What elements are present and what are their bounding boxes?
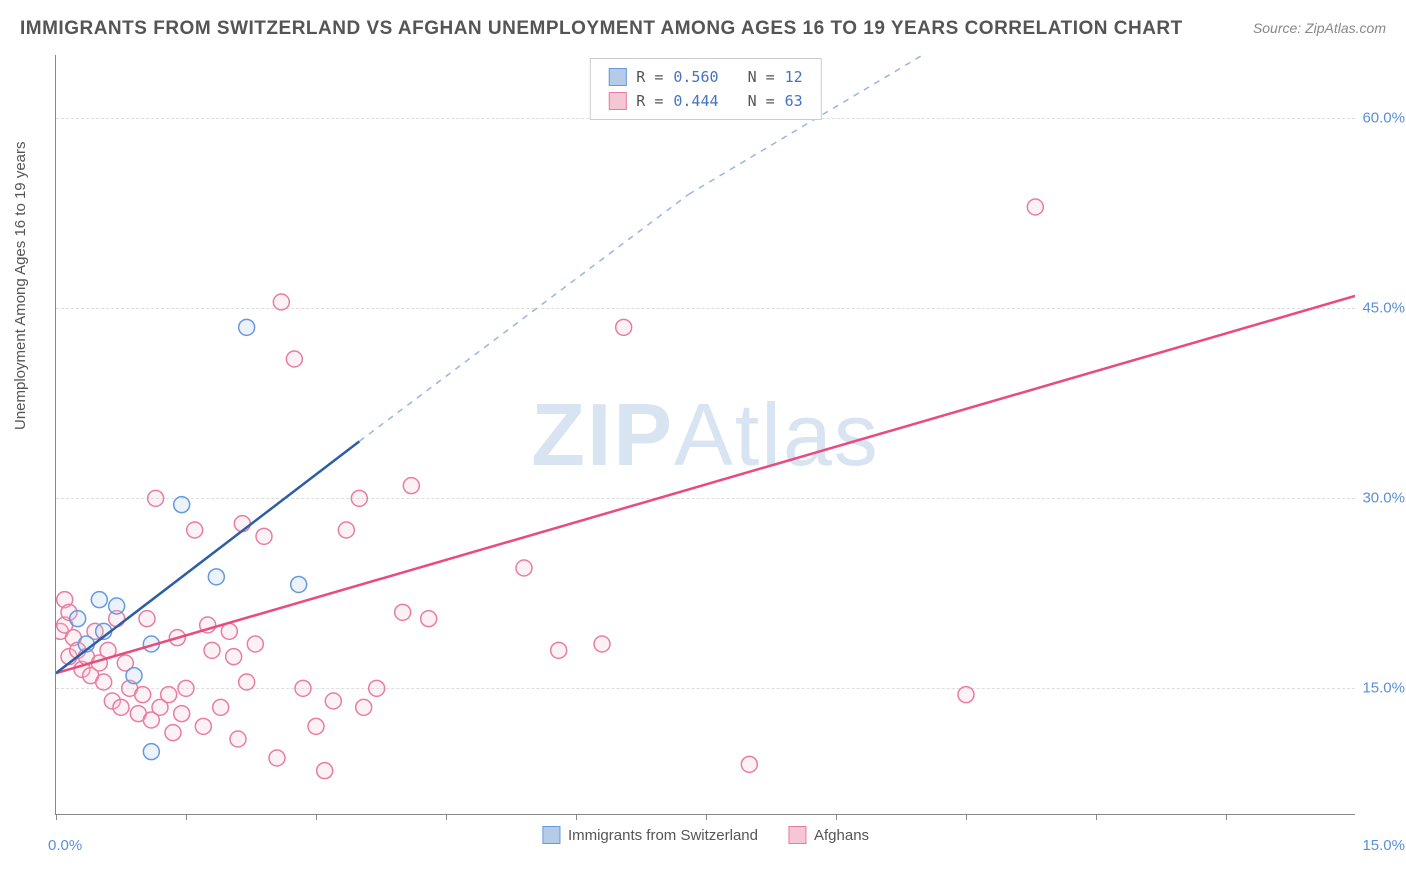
scatter-point bbox=[356, 699, 372, 715]
x-tick bbox=[316, 814, 317, 820]
trend-line-afghans bbox=[56, 296, 1355, 673]
scatter-point bbox=[174, 706, 190, 722]
scatter-point bbox=[395, 604, 411, 620]
stat-label-r: R = bbox=[636, 65, 663, 89]
scatter-point bbox=[421, 611, 437, 627]
scatter-point bbox=[109, 598, 125, 614]
scatter-point bbox=[351, 490, 367, 506]
scatter-point bbox=[139, 611, 155, 627]
scatter-point bbox=[178, 680, 194, 696]
scatter-point bbox=[1027, 199, 1043, 215]
x-tick bbox=[1226, 814, 1227, 820]
legend-item-1: Immigrants from Switzerland bbox=[542, 826, 758, 844]
swatch-series-2 bbox=[608, 92, 626, 110]
legend-swatch-2 bbox=[788, 826, 806, 844]
x-axis-min-label: 0.0% bbox=[48, 837, 82, 854]
x-axis-max-label: 15.0% bbox=[1362, 837, 1405, 854]
x-tick bbox=[576, 814, 577, 820]
scatter-point bbox=[187, 522, 203, 538]
scatter-point bbox=[70, 611, 86, 627]
scatter-point bbox=[247, 636, 263, 652]
y-tick-label: 15.0% bbox=[1362, 680, 1405, 697]
stat-value-r-2: 0.444 bbox=[673, 89, 718, 113]
scatter-point bbox=[230, 731, 246, 747]
source-attribution: Source: ZipAtlas.com bbox=[1253, 20, 1386, 36]
y-axis-label: Unemployment Among Ages 16 to 19 years bbox=[12, 141, 29, 430]
legend-label-2: Afghans bbox=[814, 827, 869, 844]
scatter-point bbox=[135, 687, 151, 703]
scatter-point bbox=[195, 718, 211, 734]
scatter-point bbox=[317, 763, 333, 779]
scatter-point bbox=[594, 636, 610, 652]
scatter-point bbox=[91, 592, 107, 608]
legend-label-1: Immigrants from Switzerland bbox=[568, 827, 758, 844]
scatter-point bbox=[273, 294, 289, 310]
plot-area: ZIPAtlas 15.0%30.0%45.0%60.0% R = 0.560 … bbox=[55, 55, 1355, 815]
stat-label-n: N = bbox=[748, 89, 775, 113]
trend-line-switzerland-extended bbox=[359, 194, 688, 441]
stat-value-n-2: 63 bbox=[785, 89, 803, 113]
x-tick bbox=[836, 814, 837, 820]
scatter-point bbox=[239, 319, 255, 335]
scatter-point bbox=[113, 699, 129, 715]
scatter-point bbox=[204, 642, 220, 658]
scatter-point bbox=[148, 490, 164, 506]
scatter-point bbox=[143, 744, 159, 760]
swatch-series-1 bbox=[608, 68, 626, 86]
scatter-point bbox=[369, 680, 385, 696]
chart-title: IMMIGRANTS FROM SWITZERLAND VS AFGHAN UN… bbox=[20, 18, 1183, 40]
scatter-point bbox=[325, 693, 341, 709]
scatter-point bbox=[958, 687, 974, 703]
y-tick-label: 45.0% bbox=[1362, 300, 1405, 317]
x-tick bbox=[56, 814, 57, 820]
legend-swatch-1 bbox=[542, 826, 560, 844]
scatter-point bbox=[286, 351, 302, 367]
scatter-point bbox=[741, 756, 757, 772]
scatter-point bbox=[256, 528, 272, 544]
x-tick bbox=[1096, 814, 1097, 820]
stat-label-r: R = bbox=[636, 89, 663, 113]
scatter-point bbox=[308, 718, 324, 734]
stats-row-series-1: R = 0.560 N = 12 bbox=[608, 65, 802, 89]
correlation-stats-box: R = 0.560 N = 12 R = 0.444 N = 63 bbox=[589, 58, 821, 120]
scatter-point bbox=[165, 725, 181, 741]
y-tick-label: 60.0% bbox=[1362, 110, 1405, 127]
legend-item-2: Afghans bbox=[788, 826, 869, 844]
scatter-point bbox=[213, 699, 229, 715]
stat-label-n: N = bbox=[748, 65, 775, 89]
x-tick bbox=[446, 814, 447, 820]
scatter-point bbox=[291, 576, 307, 592]
scatter-point bbox=[96, 674, 112, 690]
scatter-point bbox=[403, 478, 419, 494]
scatter-point bbox=[226, 649, 242, 665]
scatter-point bbox=[221, 623, 237, 639]
stats-row-series-2: R = 0.444 N = 63 bbox=[608, 89, 802, 113]
x-tick bbox=[706, 814, 707, 820]
scatter-point bbox=[338, 522, 354, 538]
scatter-point bbox=[174, 497, 190, 513]
trend-line-switzerland bbox=[56, 441, 359, 673]
y-tick-label: 30.0% bbox=[1362, 490, 1405, 507]
stat-value-n-1: 12 bbox=[785, 65, 803, 89]
scatter-point bbox=[516, 560, 532, 576]
scatter-point bbox=[295, 680, 311, 696]
scatter-svg bbox=[56, 55, 1355, 814]
scatter-point bbox=[161, 687, 177, 703]
scatter-point bbox=[616, 319, 632, 335]
stat-value-r-1: 0.560 bbox=[673, 65, 718, 89]
scatter-point bbox=[269, 750, 285, 766]
x-tick bbox=[186, 814, 187, 820]
scatter-point bbox=[239, 674, 255, 690]
bottom-legend: Immigrants from Switzerland Afghans bbox=[532, 826, 879, 844]
x-tick bbox=[966, 814, 967, 820]
scatter-point bbox=[551, 642, 567, 658]
scatter-point bbox=[208, 569, 224, 585]
scatter-point bbox=[126, 668, 142, 684]
